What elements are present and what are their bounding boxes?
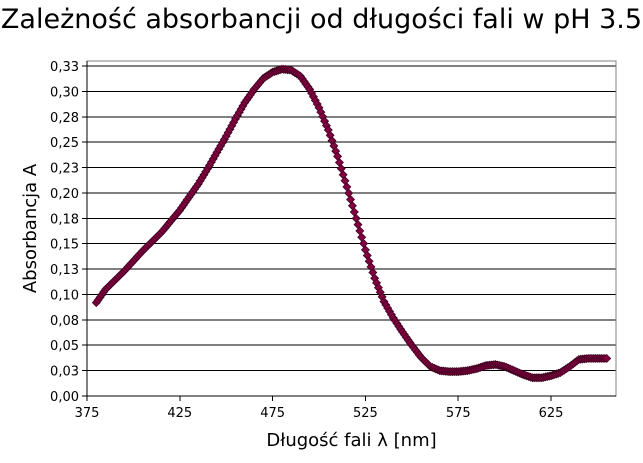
y-tick-label: 0,13 [50, 263, 79, 278]
y-tick-label: 0,03 [50, 365, 79, 380]
y-axis-tick-labels: 0,00 0,03 0,05 0,08 0,10 0,13 0,15 0,18 0,20 0,23… [50, 60, 79, 405]
y-tick-label: 0,33 [50, 60, 79, 75]
x-tick-label: 375 [75, 406, 100, 421]
x-tick-label: 625 [539, 406, 564, 421]
data-point [602, 353, 612, 363]
y-tick-label: 0,30 [50, 85, 79, 100]
y-tick-label: 0,15 [50, 238, 79, 253]
x-tick-label: 575 [446, 406, 471, 421]
chart-title: Zależność absorbancji od długości fali w… [0, 4, 643, 35]
y-tick-label: 0,25 [50, 136, 79, 151]
x-tick-label: 525 [353, 406, 378, 421]
y-tick-label: 0,05 [50, 339, 79, 354]
axes [82, 61, 616, 401]
x-tick-label: 425 [167, 406, 192, 421]
x-axis-tick-labels: 375 425 475 525 575 625 [75, 406, 564, 421]
y-tick-label: 0,23 [50, 162, 79, 177]
y-tick-label: 0,08 [50, 314, 79, 329]
y-tick-label: 0,10 [50, 288, 79, 303]
data-series [91, 64, 612, 383]
y-tick-label: 0,28 [50, 111, 79, 126]
y-tick-label: 0,00 [50, 390, 79, 405]
y-axis-title: Absorbancja A [20, 163, 41, 293]
y-tick-label: 0,18 [50, 212, 79, 227]
x-axis-title: Długość fali λ [nm] [266, 430, 436, 451]
y-tick-label: 0,20 [50, 187, 79, 202]
x-tick-label: 475 [260, 406, 285, 421]
